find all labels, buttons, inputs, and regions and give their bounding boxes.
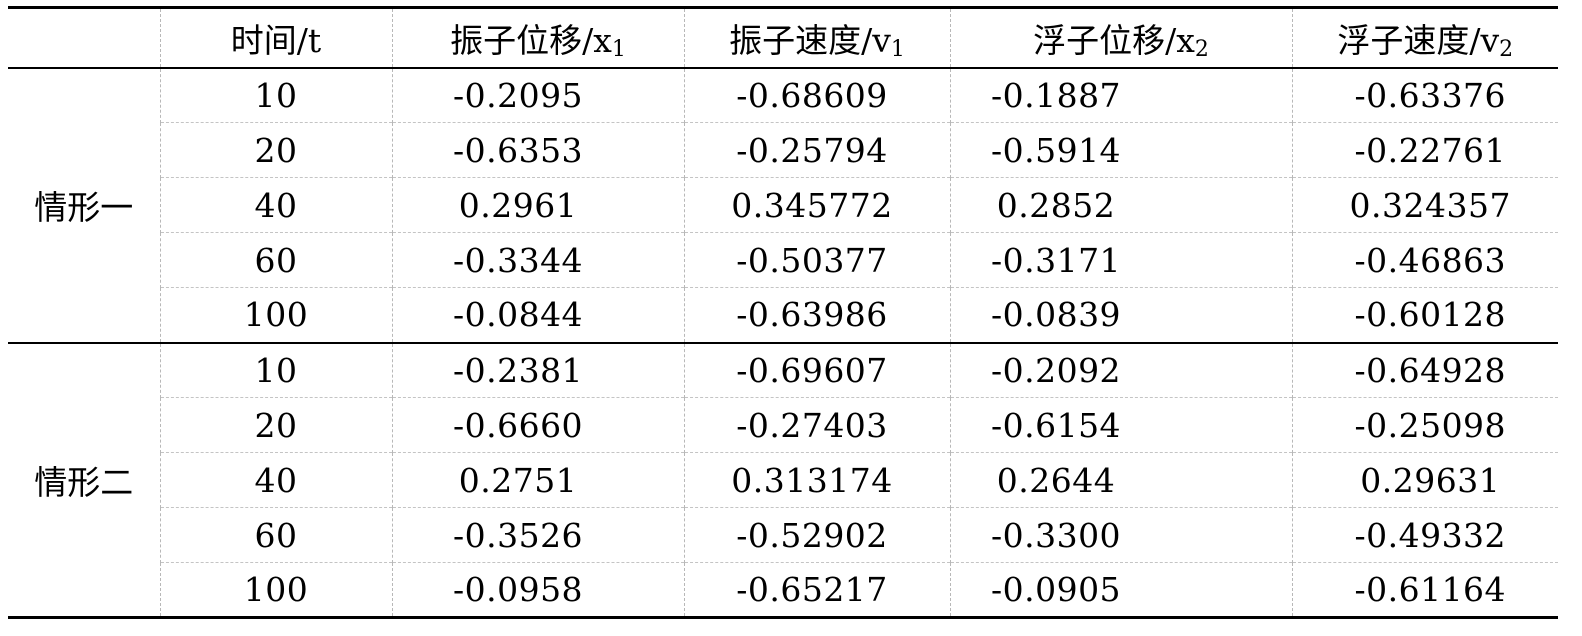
cell-oscillator-velocity: -0.25794	[683, 122, 950, 178]
cell-oscillator-displacement: 0.2961	[391, 177, 684, 233]
header-cell-oscillator-displacement: 振子位移/x1	[391, 6, 684, 69]
table-row: 40 0.2751 0.313174 0.2644 0.29631	[8, 452, 1558, 508]
cell-oscillator-displacement: 0.2751	[391, 452, 684, 508]
cell-float-displacement: -0.3300	[949, 507, 1292, 563]
table-row: 40 0.2961 0.345772 0.2852 0.324357	[8, 177, 1558, 233]
cell-time: 20	[159, 397, 392, 453]
cell-float-displacement: -0.0905	[949, 562, 1292, 619]
cell-float-velocity: 0.29631	[1291, 452, 1558, 508]
cell-oscillator-velocity: -0.63986	[683, 287, 950, 343]
table-row: 情形二 10 -0.2381 -0.69607 -0.2092 -0.64928	[8, 341, 1558, 619]
cell-oscillator-displacement: -0.6353	[391, 122, 684, 178]
cell-float-velocity: -0.61164	[1291, 562, 1558, 619]
cell-oscillator-velocity: -0.27403	[683, 397, 950, 453]
header-cell-group	[8, 6, 160, 69]
header-cell-float-velocity: 浮子速度/v2	[1291, 6, 1558, 69]
cell-oscillator-displacement: -0.0844	[391, 287, 684, 343]
cell-float-displacement: -0.3171	[949, 232, 1292, 288]
cell-time: 40	[159, 452, 392, 508]
group-label: 情形一	[34, 188, 134, 227]
cell-oscillator-velocity: 0.313174	[683, 452, 950, 508]
table-body: 情形一 10 -0.2095 -0.68609 -0.1887 -0.63376 20 -0.…	[8, 67, 1558, 619]
cell-oscillator-velocity: 0.345772	[683, 177, 950, 233]
cell-oscillator-displacement: -0.0958	[391, 562, 684, 619]
cell-time: 60	[159, 507, 392, 563]
cell-float-displacement: -0.2092	[949, 341, 1292, 398]
cell-time: 40	[159, 177, 392, 233]
header-cell-float-displacement: 浮子位移/x2	[949, 6, 1292, 69]
table-row: 情形一 10 -0.2095 -0.68609 -0.1887 -0.63376	[8, 67, 1558, 227]
cell-float-velocity: -0.25098	[1291, 397, 1558, 453]
cell-float-velocity: -0.64928	[1291, 341, 1558, 398]
cell-float-displacement: -0.6154	[949, 397, 1292, 453]
cell-float-displacement: 0.2852	[949, 177, 1292, 233]
cell-oscillator-velocity: -0.50377	[683, 232, 950, 288]
table-row: 20 -0.6660 -0.27403 -0.6154 -0.25098	[8, 397, 1558, 453]
header-cell-oscillator-velocity: 振子速度/v1	[683, 6, 950, 69]
table-row: 60 -0.3526 -0.52902 -0.3300 -0.49332	[8, 507, 1558, 563]
cell-oscillator-displacement: -0.2381	[391, 341, 684, 398]
header-cell-time: 时间/t	[159, 6, 392, 69]
cell-time: 10	[159, 341, 392, 398]
cell-time: 100	[159, 287, 392, 343]
cell-oscillator-displacement: -0.3526	[391, 507, 684, 563]
cell-float-velocity: -0.46863	[1291, 232, 1558, 288]
results-table: 时间/t 振子位移/x1 振子速度/v1 浮子位移/x2 浮子速度/v2 情形一…	[8, 6, 1558, 619]
cell-float-velocity: -0.22761	[1291, 122, 1558, 178]
cell-time: 10	[159, 67, 392, 123]
cell-oscillator-velocity: -0.65217	[683, 562, 950, 619]
cell-float-displacement: -0.1887	[949, 67, 1292, 123]
cell-oscillator-displacement: -0.2095	[391, 67, 684, 123]
table-row: 100 -0.0958 -0.65217 -0.0905 -0.61164	[8, 562, 1558, 619]
cell-oscillator-displacement: -0.3344	[391, 232, 684, 288]
table-row: 20 -0.6353 -0.25794 -0.5914 -0.22761	[8, 122, 1558, 178]
cell-oscillator-velocity: -0.69607	[683, 341, 950, 398]
table-row: 60 -0.3344 -0.50377 -0.3171 -0.46863	[8, 232, 1558, 288]
header-row: 时间/t 振子位移/x1 振子速度/v1 浮子位移/x2 浮子速度/v2	[8, 6, 1558, 69]
cell-oscillator-velocity: -0.52902	[683, 507, 950, 563]
cell-float-displacement: -0.0839	[949, 287, 1292, 343]
table-row: 100 -0.0844 -0.63986 -0.0839 -0.60128	[8, 287, 1558, 343]
cell-float-displacement: 0.2644	[949, 452, 1292, 508]
group-label: 情形二	[8, 341, 160, 619]
cell-oscillator-displacement: -0.6660	[391, 397, 684, 453]
cell-time: 100	[159, 562, 392, 619]
cell-float-velocity: -0.49332	[1291, 507, 1558, 563]
cell-float-velocity: -0.60128	[1291, 287, 1558, 343]
cell-oscillator-velocity: -0.68609	[683, 67, 950, 123]
cell-time: 60	[159, 232, 392, 288]
cell-time: 20	[159, 122, 392, 178]
table-container: 时间/t 振子位移/x1 振子速度/v1 浮子位移/x2 浮子速度/v2 情形一…	[8, 6, 1558, 619]
cell-float-displacement: -0.5914	[949, 122, 1292, 178]
cell-float-velocity: -0.63376	[1291, 67, 1558, 123]
cell-float-velocity: 0.324357	[1291, 177, 1558, 233]
table-header: 时间/t 振子位移/x1 振子速度/v1 浮子位移/x2 浮子速度/v2	[8, 6, 1558, 69]
